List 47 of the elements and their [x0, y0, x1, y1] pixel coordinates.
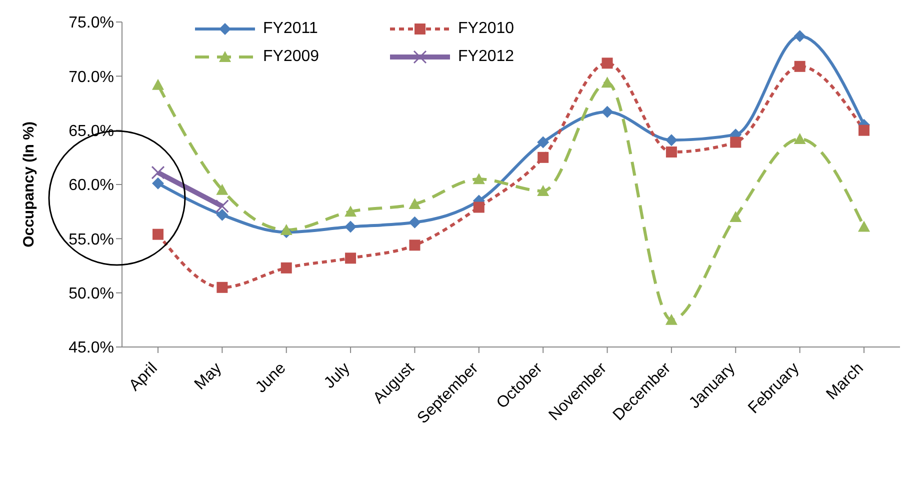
point: [409, 240, 420, 251]
point: [794, 30, 806, 42]
legend-label: FY2009: [263, 48, 320, 66]
legend-label: FY2010: [458, 20, 514, 38]
point: [665, 314, 678, 325]
point: [344, 220, 357, 233]
y-tick-label: 60.0%: [68, 177, 114, 194]
point: [408, 198, 421, 209]
point: [666, 146, 677, 158]
y-tick-label: 75.0%: [68, 14, 114, 32]
y-tick-label: 45.0%: [68, 340, 114, 357]
point: [794, 60, 806, 72]
point: [216, 282, 228, 293]
point: [345, 252, 356, 264]
point: [151, 166, 165, 180]
point: [537, 185, 550, 196]
point: [794, 133, 806, 144]
point: [280, 262, 292, 274]
point: [280, 224, 292, 235]
x-tick-label: July: [321, 360, 354, 392]
point: [152, 177, 164, 190]
point: [216, 208, 228, 221]
point: [152, 228, 164, 240]
legend-label: FY2011: [263, 20, 318, 38]
y-tick-label: 65.0%: [68, 123, 114, 140]
point: [858, 124, 870, 136]
point: [537, 136, 550, 148]
y-tick-label: 55.0%: [68, 231, 114, 248]
y-axis-title: Occupancy (In %): [20, 122, 38, 248]
point: [408, 216, 421, 228]
point: [730, 211, 742, 222]
point: [215, 199, 229, 213]
point: [152, 78, 164, 90]
point: [472, 173, 485, 184]
point: [602, 58, 613, 69]
point: [473, 202, 484, 213]
point: [344, 206, 357, 217]
point: [538, 152, 549, 163]
point: [858, 220, 870, 232]
x-tick-label: May: [192, 360, 226, 394]
point: [665, 134, 678, 146]
y-tick-label: 50.0%: [68, 286, 114, 303]
legend-label: FY2012: [458, 48, 514, 66]
point: [601, 106, 614, 118]
y-tick-label: 70.0%: [68, 68, 114, 86]
point: [216, 184, 228, 195]
point: [730, 136, 742, 148]
